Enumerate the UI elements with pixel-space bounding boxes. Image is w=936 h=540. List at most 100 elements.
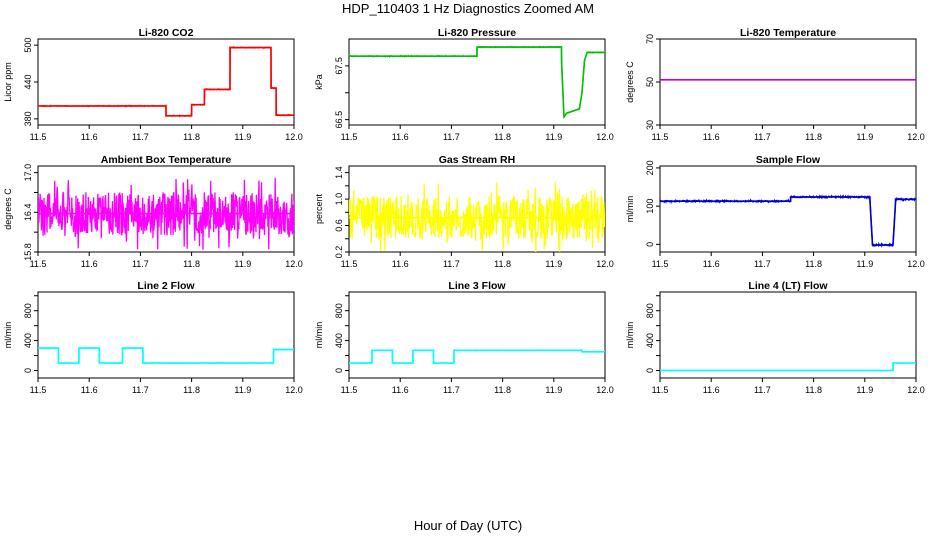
y-tick-label: 400 [645,333,655,348]
x-tick-label: 11.8 [183,385,200,395]
y-tick-label: 67.5 [334,57,344,75]
x-tick-label: 11.8 [183,259,200,269]
x-tick-label: 12.0 [907,259,925,269]
y-tick-label: 380 [23,111,33,126]
x-tick-label: 11.9 [856,132,873,142]
y-tick-label: 15.8 [23,243,33,261]
y-axis-label: degrees C [625,61,635,103]
y-tick-label: 800 [23,303,33,318]
x-tick-label: 11.9 [234,385,251,395]
x-tick-label: 11.8 [494,132,511,142]
x-tick-label: 11.7 [443,132,460,142]
x-tick-label: 11.5 [341,385,358,395]
x-tick-label: 11.5 [30,385,47,395]
y-tick-label: 440 [23,74,33,89]
x-tick-label: 11.7 [754,385,771,395]
x-tick-label: 12.0 [285,259,303,269]
series-steps [349,349,605,364]
y-axis-label: Licor ppm [3,62,13,102]
x-tick-label: 11.7 [132,132,149,142]
y-tick-label: 0 [645,368,655,373]
plot-frame [37,291,295,379]
panel-title: Line 2 Flow [137,280,195,292]
x-tick-label: 11.6 [703,385,720,395]
x-tick-label: 11.8 [494,259,511,269]
series-line [38,346,294,365]
x-tick-label: 11.6 [703,259,720,269]
series-line [349,182,605,252]
panel-title: Line 3 Flow [448,280,506,292]
y-tick-label: 100 [645,199,655,214]
panel-3: Li-820 Temperature 11.5 11.6 11.7 11.8 11.9 12… [625,27,925,142]
panel-title: Gas Stream RH [439,154,515,166]
x-tick-label: 12.0 [907,385,925,395]
y-tick-label: 0 [645,242,655,247]
x-tick-label: 11.8 [805,259,822,269]
panel-6: Sample Flow 11.5 11.6 11.7 11.8 11.9 12.0 0 100 2… [625,154,925,269]
x-tick-label: 11.9 [856,259,873,269]
x-tick-label: 11.6 [703,132,720,142]
plot-frame [659,38,917,126]
y-axis-label: ml/min [625,196,635,223]
y-tick-label: 30 [645,120,655,130]
x-tick-label: 11.8 [805,385,822,395]
panel-7: Line 2 Flow 11.5 11.6 11.7 11.8 11.9 12.0 0 400 8… [3,280,303,395]
panel-title: Li-820 CO2 [139,27,194,39]
y-tick-label: 800 [645,303,655,318]
x-tick-label: 11.5 [30,132,47,142]
y-tick-label: 800 [334,303,344,318]
x-tick-label: 11.5 [341,132,358,142]
x-tick-label: 11.7 [132,259,149,269]
plot-frame [659,165,917,253]
plot-frame [348,291,606,379]
panel-title: Li-820 Temperature [740,27,836,39]
x-tick-label: 11.9 [545,385,562,395]
x-tick-label: 12.0 [596,259,614,269]
x-tick-label: 12.0 [285,132,303,142]
panel-1: Li-820 CO2 11.5 11.6 11.7 11.8 11.9 12.0 380 440… [3,27,303,142]
y-tick-label: 200 [645,160,655,175]
x-tick-label: 11.7 [754,132,771,142]
x-tick-label: 11.9 [234,132,251,142]
x-tick-label: 12.0 [596,132,614,142]
x-tick-label: 11.7 [443,385,460,395]
y-axis-label: ml/min [3,322,13,349]
y-axis-label: ml/min [625,322,635,349]
y-tick-label: 500 [23,38,33,53]
y-tick-label: 0 [23,368,33,373]
y-tick-label: 16.4 [23,204,33,222]
y-tick-label: 0.2 [334,246,344,259]
x-tick-label: 11.5 [30,259,47,269]
x-tick-label: 12.0 [907,132,925,142]
y-tick-label: 50 [645,77,655,87]
y-tick-label: 1.0 [334,193,344,206]
panel-title: Sample Flow [756,154,821,166]
series-steps [660,362,916,372]
series-line [38,177,294,250]
panel-title: Ambient Box Temperature [101,154,232,166]
x-axis-label: Hour of Day (UTC) [413,518,523,533]
y-tick-label: 0 [334,368,344,373]
y-tick-label: 17.0 [23,164,33,182]
x-tick-label: 11.8 [494,385,511,395]
x-tick-label: 11.9 [856,385,873,395]
series-line [349,349,605,365]
y-tick-label: 400 [23,333,33,348]
figure-title: HDP_110403 1 Hz Diagnostics Zoomed AM [342,1,594,16]
y-tick-label: 1.4 [334,166,344,179]
panel-8: Line 3 Flow 11.5 11.6 11.7 11.8 11.9 12.0 0 400 8… [314,280,614,395]
x-tick-label: 11.5 [652,132,669,142]
panel-9: Line 4 (LT) Flow 11.5 11.6 11.7 11.8 11.9 12.0… [625,280,925,395]
x-tick-label: 11.7 [132,385,149,395]
y-axis-label: kPa [314,74,324,90]
x-tick-label: 11.7 [754,259,771,269]
x-tick-label: 11.9 [545,132,562,142]
panel-2: Li-820 Pressure 11.5 11.6 11.7 11.8 11.9 12.0 6… [314,27,614,142]
series-steps [349,46,605,120]
x-tick-label: 11.5 [341,259,358,269]
panel-title: Li-820 Pressure [438,27,516,39]
series-line [660,362,916,372]
y-axis-label: ml/min [314,322,324,349]
x-tick-label: 11.7 [443,259,460,269]
